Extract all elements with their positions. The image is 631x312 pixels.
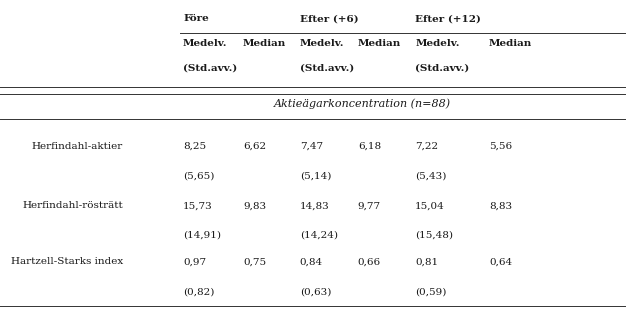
Text: Medelv.: Medelv. (183, 39, 228, 48)
Text: (14,24): (14,24) (300, 231, 338, 240)
Text: 15,73: 15,73 (183, 201, 213, 210)
Text: (Std.avv.): (Std.avv.) (183, 64, 237, 73)
Text: (0,82): (0,82) (183, 287, 215, 296)
Text: 7,47: 7,47 (300, 142, 323, 151)
Text: 9,83: 9,83 (243, 201, 266, 210)
Text: 0,97: 0,97 (183, 257, 206, 266)
Text: Efter (+12): Efter (+12) (415, 14, 481, 23)
Text: Median: Median (489, 39, 533, 48)
Text: Hartzell-Starks index: Hartzell-Starks index (11, 257, 123, 266)
Text: Medelv.: Medelv. (300, 39, 345, 48)
Text: (0,63): (0,63) (300, 287, 331, 296)
Text: Medelv.: Medelv. (415, 39, 460, 48)
Text: 6,62: 6,62 (243, 142, 266, 151)
Text: (5,65): (5,65) (183, 172, 215, 181)
Text: (Std.avv.): (Std.avv.) (415, 64, 469, 73)
Text: Median: Median (358, 39, 401, 48)
Text: Herfindahl-rösträtt: Herfindahl-rösträtt (22, 201, 123, 210)
Text: 0,81: 0,81 (415, 257, 439, 266)
Text: Efter (+6): Efter (+6) (300, 14, 358, 23)
Text: (5,14): (5,14) (300, 172, 331, 181)
Text: 8,25: 8,25 (183, 142, 206, 151)
Text: Aktieägarkoncentration (n=88): Aktieägarkoncentration (n=88) (274, 98, 451, 109)
Text: (15,48): (15,48) (415, 231, 453, 240)
Text: 7,22: 7,22 (415, 142, 439, 151)
Text: Herfindahl-aktier: Herfindahl-aktier (32, 142, 123, 151)
Text: 9,77: 9,77 (358, 201, 381, 210)
Text: (5,43): (5,43) (415, 172, 447, 181)
Text: 5,56: 5,56 (489, 142, 512, 151)
Text: 15,04: 15,04 (415, 201, 445, 210)
Text: 14,83: 14,83 (300, 201, 329, 210)
Text: 6,18: 6,18 (358, 142, 381, 151)
Text: 0,75: 0,75 (243, 257, 266, 266)
Text: (14,91): (14,91) (183, 231, 221, 240)
Text: Median: Median (243, 39, 286, 48)
Text: 0,66: 0,66 (358, 257, 381, 266)
Text: 8,83: 8,83 (489, 201, 512, 210)
Text: 0,84: 0,84 (300, 257, 323, 266)
Text: Före: Före (183, 14, 209, 23)
Text: 0,64: 0,64 (489, 257, 512, 266)
Text: (0,59): (0,59) (415, 287, 447, 296)
Text: (Std.avv.): (Std.avv.) (300, 64, 354, 73)
